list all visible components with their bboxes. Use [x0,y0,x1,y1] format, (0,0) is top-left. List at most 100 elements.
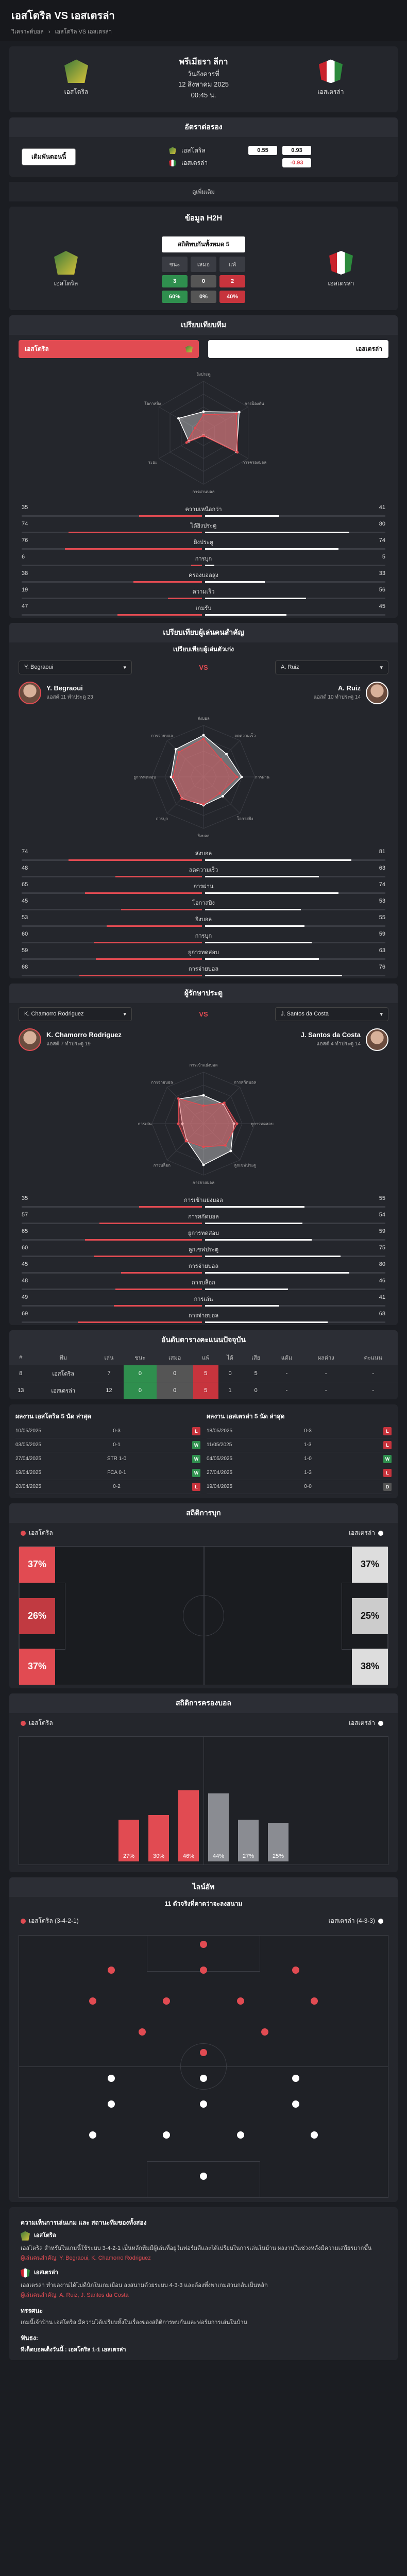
lineup-player[interactable] [180,2172,227,2181]
list-item[interactable]: 19/04/2025 0-0 D [207,1480,392,1494]
lineup-player[interactable] [180,2074,227,2083]
list-item[interactable]: 20/04/2025 0-2 L [15,1480,200,1494]
home-bar [106,925,202,927]
match-time: 00:45 น. [191,91,216,99]
home-bar [84,1239,202,1241]
breadcrumb-item[interactable]: วิเคราะห์บอล [11,29,44,35]
home-series [178,1098,238,1147]
away-formation: เอสเตรล่า (4-3-3) [329,1916,386,1926]
home-value: 57 [22,1211,28,1218]
home-point [235,1122,239,1125]
odds-value[interactable]: 0.93 [282,146,311,156]
lineup-player[interactable] [143,1997,190,2006]
lineup-player[interactable] [180,1966,227,1975]
player-compare-title: เปรียบเทียบผู้เล่นคนสำคัญ [9,622,398,642]
home-bar [139,515,202,517]
list-item[interactable]: 10/05/2025 0-3 L [15,1425,200,1438]
odds-value[interactable]: 0.55 [248,146,277,156]
list-item[interactable]: 18/05/2025 0-3 L [207,1425,392,1438]
home-bar [139,1206,202,1208]
home-point [177,751,180,754]
lineup-player[interactable] [242,2028,288,2037]
radar-axis-label: ยูการทดสอบ [251,1122,274,1127]
lineup-player[interactable] [273,1966,319,1975]
home-bar [77,1321,202,1323]
stat-row: 60 ลูกเซฟประตู 75 [9,1243,398,1259]
home-bar [121,908,202,910]
away-bar [205,1239,312,1241]
result-badge: L [192,1482,200,1491]
radar-axis-label: การผ่าน [255,775,270,779]
stat-label: ยูการทดสอบ [188,1230,219,1236]
radar-axis-label: การบุก [156,817,168,821]
home-logo [64,59,88,83]
home-toggle[interactable]: เอสโตริล [19,340,199,358]
list-item[interactable]: 04/05/2025 1-0 W [207,1452,392,1466]
home-mini-logo [185,345,193,353]
lineup-player[interactable] [180,2100,227,2109]
lineup-player[interactable] [273,2100,319,2109]
home-team[interactable]: เอสโตริล [45,59,107,97]
away-point [238,411,241,414]
lineup-player[interactable] [70,2131,116,2140]
table-row[interactable]: 13 เอสเตรล่า 12 0 0 5 1 0- - - [9,1382,398,1399]
radar-axis-label: การเล่น [138,1122,152,1126]
away-point [202,1094,205,1097]
list-item[interactable]: 19/04/2025 FCA 0-1 W [15,1466,200,1480]
lineup-player[interactable] [217,1997,264,2006]
stat-label: ยิงประตู [194,539,213,546]
away-player-select[interactable]: A. Ruiz ▾ [275,660,388,674]
away-bar [205,515,279,517]
table-row[interactable]: 8 เอสโตริล 7 0 0 5 0 5- - - [9,1365,398,1382]
league-name: พรีเมียรา ลีกา [179,58,228,66]
list-item[interactable]: 27/04/2025 1-3 L [207,1466,392,1480]
list-item[interactable]: 03/05/2025 0-1 W [15,1438,200,1452]
away-value: 41 [379,504,385,511]
stat-row: 19 ความเร็ว 56 [9,585,398,601]
match-info: พรีเมียรา ลีกา วันอังคารที่ 12 สิงหาคม 2… [178,56,229,101]
away-point [240,775,243,778]
lineup-player[interactable] [291,2131,337,2140]
chevron-down-icon: ▾ [123,1011,126,1018]
away-team[interactable]: เอสเตรล่า [300,59,362,97]
lineup-player[interactable] [143,2131,190,2140]
home-value: 35 [22,504,28,511]
away-keeper-select[interactable]: J. Santos da Costa ▾ [275,1007,388,1021]
odds-row-home: เอสโตริล 0.55 0.93 [169,146,385,156]
home-player-select[interactable]: Y. Begraoui ▾ [19,660,132,674]
lineup-player[interactable] [70,1997,116,2006]
lineup-player[interactable] [180,2048,227,2058]
away-bar [205,614,286,616]
keeper-compare-card: ผู้รักษาประตู K. Chamorro Rodriguez ▾ VS … [9,983,398,1325]
form-card: ผลงาน เอสโตริล 5 นัด ล่าสุด 10/05/2025 0-… [9,1404,398,1498]
lineup-card: ไลน์อัพ 11 ตัวจริงที่คาดว่าจะลงสนาม เอสโ… [9,1877,398,2202]
odds-value[interactable]: -0.93 [282,158,311,168]
show-more-link[interactable]: ดูเพิ่มเติม [9,181,398,201]
away-toggle[interactable]: เอสเตรล่า [208,340,388,358]
list-item[interactable]: 11/05/2025 1-3 L [207,1438,392,1452]
home-keeper-select[interactable]: K. Chamorro Rodriguez ▾ [19,1007,132,1021]
lineup-player[interactable] [180,1940,227,1950]
lineup-player[interactable] [88,1966,134,1975]
home-value: 74 [22,520,28,527]
preview-title: ความเห็นการเล่นเกม และ สถานะทีมของทั้งสอ… [21,2218,147,2226]
lineup-player[interactable] [119,2028,165,2037]
lineup-player[interactable] [88,2100,134,2109]
bet-now-button[interactable]: เดิมพันตอนนี้ [22,148,76,165]
stat-label: ส่งบอล [195,850,212,857]
home-point [218,792,222,795]
lineup-player[interactable] [88,2074,134,2083]
radar-axis-label: ยิงบอล [197,834,210,838]
radar-axis-label: ยูการทดสอบ [133,775,156,780]
lineup-player[interactable] [291,1997,337,2006]
away-point [229,1149,232,1153]
home-legend: เอสโตริล [21,1528,53,1538]
result-badge: W [192,1468,200,1477]
away-bar [205,1304,279,1307]
list-item[interactable]: 27/04/2025 STR 1-0 W [15,1452,200,1466]
lineup-player[interactable] [217,2131,264,2140]
lineup-player[interactable] [273,2074,319,2083]
radar-axis-label: ส่งบอล [197,716,210,721]
home-point [202,434,205,437]
away-point [177,417,180,420]
